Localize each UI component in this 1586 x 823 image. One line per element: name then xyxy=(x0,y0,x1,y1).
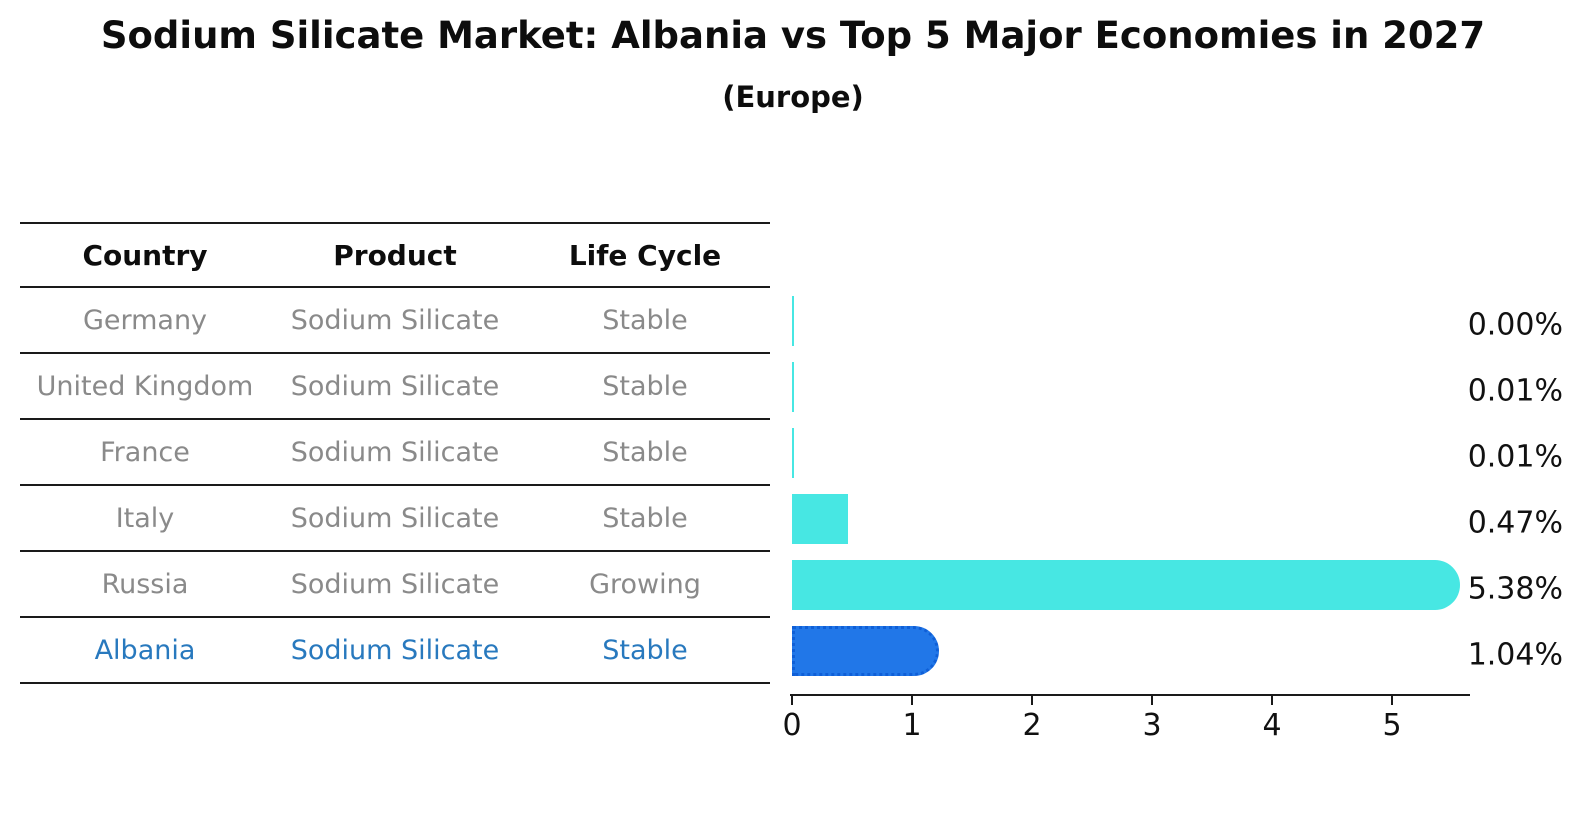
table-header-country: Country xyxy=(82,238,208,272)
x-tick-mark-3 xyxy=(1151,696,1153,705)
table-cell-product: Sodium Silicate xyxy=(290,634,500,666)
table-header-life-cycle: Life Cycle xyxy=(568,238,722,272)
table-row-united-kingdom: United Kingdom Sodium Silicate Stable xyxy=(20,354,770,420)
table-body: Germany Sodium Silicate Stable United Kingd… xyxy=(20,288,770,684)
value-label-russia: 5.38% xyxy=(1467,571,1563,607)
table-cell-life-cycle: Growing xyxy=(589,568,701,600)
table-cell-country: United Kingdom xyxy=(36,370,254,402)
table-cell-country: Germany xyxy=(82,304,208,336)
table-cell-product: Sodium Silicate xyxy=(290,304,500,336)
table-cell-product: Sodium Silicate xyxy=(290,502,500,534)
chart-subtitle: (Europe) xyxy=(722,80,864,114)
x-tick-label-1: 1 xyxy=(902,708,922,743)
x-tick-label-0: 0 xyxy=(782,708,802,743)
x-tick-mark-5 xyxy=(1391,696,1393,705)
bar-germany xyxy=(792,296,794,346)
value-label-france: 0.01% xyxy=(1467,439,1563,475)
table-cell-country: Albania xyxy=(94,634,196,666)
x-tick-mark-1 xyxy=(911,696,913,705)
x-tick-label-3: 3 xyxy=(1142,708,1162,743)
value-label-united-kingdom: 0.01% xyxy=(1467,373,1563,409)
x-tick-mark-2 xyxy=(1031,696,1033,705)
country-table: Country Product Life Cycle Germany Sodium… xyxy=(20,222,770,684)
bar-russia xyxy=(792,560,1460,610)
x-tick-label-2: 2 xyxy=(1022,708,1042,743)
chart-title: Sodium Silicate Market: Albania vs Top 5… xyxy=(100,14,1486,57)
table-row-russia: Russia Sodium Silicate Growing xyxy=(20,552,770,618)
x-tick-mark-0 xyxy=(791,696,793,705)
table-row-italy: Italy Sodium Silicate Stable xyxy=(20,486,770,552)
table-cell-product: Sodium Silicate xyxy=(290,436,500,468)
value-label-albania: 1.04% xyxy=(1467,637,1563,673)
table-header-product: Product xyxy=(333,238,457,272)
table-row-germany: Germany Sodium Silicate Stable xyxy=(20,288,770,354)
bar-united-kingdom xyxy=(792,362,794,412)
table-cell-life-cycle: Stable xyxy=(602,370,688,402)
table-cell-life-cycle: Stable xyxy=(602,436,688,468)
value-label-italy: 0.47% xyxy=(1467,505,1563,541)
table-cell-country: Russia xyxy=(101,568,189,600)
table-header-row: Country Product Life Cycle xyxy=(20,222,770,288)
table-cell-product: Sodium Silicate xyxy=(290,568,500,600)
value-label-germany: 0.00% xyxy=(1467,307,1563,343)
x-tick-label-5: 5 xyxy=(1382,708,1402,743)
table-row-france: France Sodium Silicate Stable xyxy=(20,420,770,486)
x-tick-label-4: 4 xyxy=(1262,708,1282,743)
x-tick-mark-4 xyxy=(1271,696,1273,705)
table-cell-life-cycle: Stable xyxy=(602,304,688,336)
x-axis-line xyxy=(790,694,1470,696)
bar-italy xyxy=(792,494,849,544)
table-cell-product: Sodium Silicate xyxy=(290,370,500,402)
table-cell-country: France xyxy=(100,436,190,468)
table-row-albania: Albania Sodium Silicate Stable xyxy=(20,618,770,684)
table-cell-life-cycle: Stable xyxy=(602,634,688,666)
bar-albania xyxy=(792,626,939,676)
bar-france xyxy=(792,428,794,478)
table-cell-country: Italy xyxy=(115,502,175,534)
table-cell-life-cycle: Stable xyxy=(602,502,688,534)
